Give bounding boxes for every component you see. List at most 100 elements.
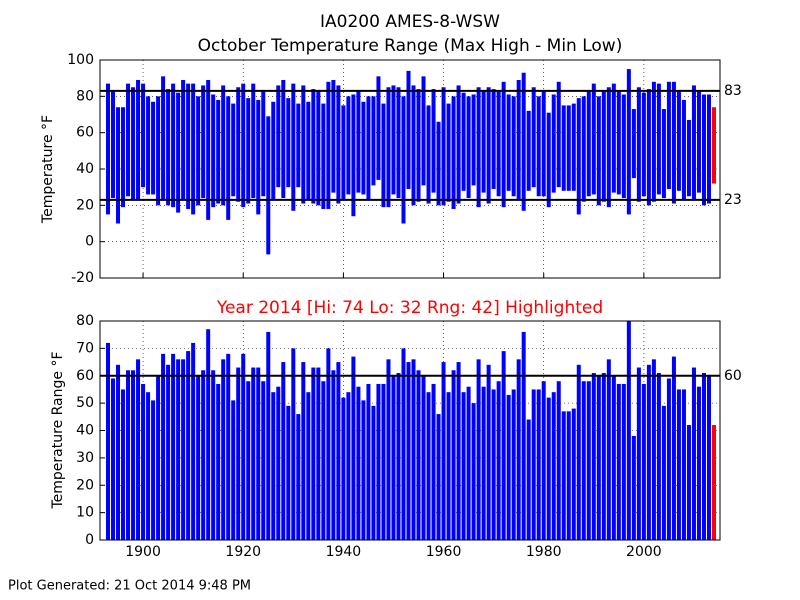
- bar: [671, 81, 676, 204]
- bar: [256, 367, 261, 540]
- bar: [291, 348, 296, 540]
- bar: [271, 392, 276, 540]
- bar: [611, 375, 616, 540]
- bar: [631, 109, 636, 179]
- bar: [676, 90, 681, 191]
- bar: [696, 386, 701, 540]
- bar: [151, 101, 156, 195]
- bar: [546, 112, 551, 208]
- bar: [141, 383, 146, 540]
- bar: [186, 351, 191, 540]
- bar: [331, 79, 336, 193]
- y-tick-label: 40: [76, 423, 94, 439]
- bar: [636, 367, 641, 540]
- bar: [466, 96, 471, 199]
- bar: [416, 370, 421, 540]
- bar: [241, 353, 246, 540]
- bar: [446, 392, 451, 540]
- bar: [261, 381, 266, 540]
- y-tick-label: 0: [85, 234, 94, 250]
- bar: [241, 83, 246, 208]
- bar: [171, 83, 176, 208]
- bar: [421, 375, 426, 540]
- bar: [701, 94, 706, 206]
- bar: [686, 425, 691, 540]
- reference-label: 83: [724, 83, 742, 99]
- y-tick-label: 80: [76, 88, 94, 104]
- bar: [201, 370, 206, 540]
- bar: [336, 85, 341, 204]
- bar: [196, 96, 201, 206]
- bar: [641, 92, 646, 197]
- bar: [266, 116, 271, 255]
- bar: [676, 389, 681, 540]
- bar: [126, 83, 131, 197]
- bar: [326, 81, 331, 209]
- bar: [691, 367, 696, 540]
- y-tick-label: 20: [76, 477, 94, 493]
- bar: [211, 94, 216, 208]
- y-tick-label: 50: [76, 395, 94, 411]
- bar: [156, 96, 161, 206]
- bar: [531, 389, 536, 540]
- bar: [246, 381, 251, 540]
- bar: [256, 99, 261, 215]
- bar: [591, 83, 596, 195]
- bar: [606, 359, 611, 540]
- bar: [251, 367, 256, 540]
- bar: [186, 83, 191, 209]
- bar: [131, 370, 136, 540]
- bar: [406, 70, 411, 189]
- x-tick-label: 1900: [125, 544, 161, 560]
- plot-frame: [99, 320, 721, 541]
- bar: [461, 392, 466, 540]
- bar: [436, 414, 441, 540]
- bar: [276, 85, 281, 188]
- bar: [546, 397, 551, 540]
- bar: [711, 107, 716, 184]
- bar: [306, 392, 311, 540]
- bar: [381, 383, 386, 540]
- bar: [361, 400, 366, 540]
- x-tick-label: 1940: [326, 544, 362, 560]
- bar: [526, 419, 531, 540]
- bar: [701, 373, 706, 540]
- bar: [341, 105, 346, 200]
- bar: [391, 85, 396, 195]
- bar: [356, 90, 361, 193]
- bar: [626, 69, 631, 215]
- bar: [351, 356, 356, 540]
- bar: [156, 375, 161, 540]
- bar: [621, 94, 626, 199]
- bar: [706, 375, 711, 540]
- bar: [396, 373, 401, 540]
- bar: [136, 359, 141, 540]
- bar: [561, 411, 566, 540]
- x-tick-label: 1980: [526, 544, 562, 560]
- bar: [361, 101, 366, 195]
- bar: [181, 359, 186, 540]
- bar: [566, 411, 571, 540]
- bar: [236, 367, 241, 540]
- bar: [526, 110, 531, 191]
- bar: [171, 353, 176, 540]
- bar: [401, 96, 406, 224]
- bar: [141, 83, 146, 188]
- bar: [556, 81, 561, 188]
- bar: [281, 79, 286, 199]
- bar: [506, 94, 511, 191]
- y-tick-label: 60: [76, 125, 94, 141]
- bar: [671, 356, 676, 540]
- bar: [311, 89, 316, 204]
- bar: [436, 121, 441, 206]
- bar: [471, 94, 476, 186]
- bar: [421, 76, 426, 186]
- y-tick-label: -20: [71, 270, 94, 286]
- bar: [366, 383, 371, 540]
- bar: [116, 107, 121, 224]
- bar: [611, 83, 616, 193]
- bar: [486, 364, 491, 540]
- bar: [456, 362, 461, 540]
- bar: [331, 370, 336, 540]
